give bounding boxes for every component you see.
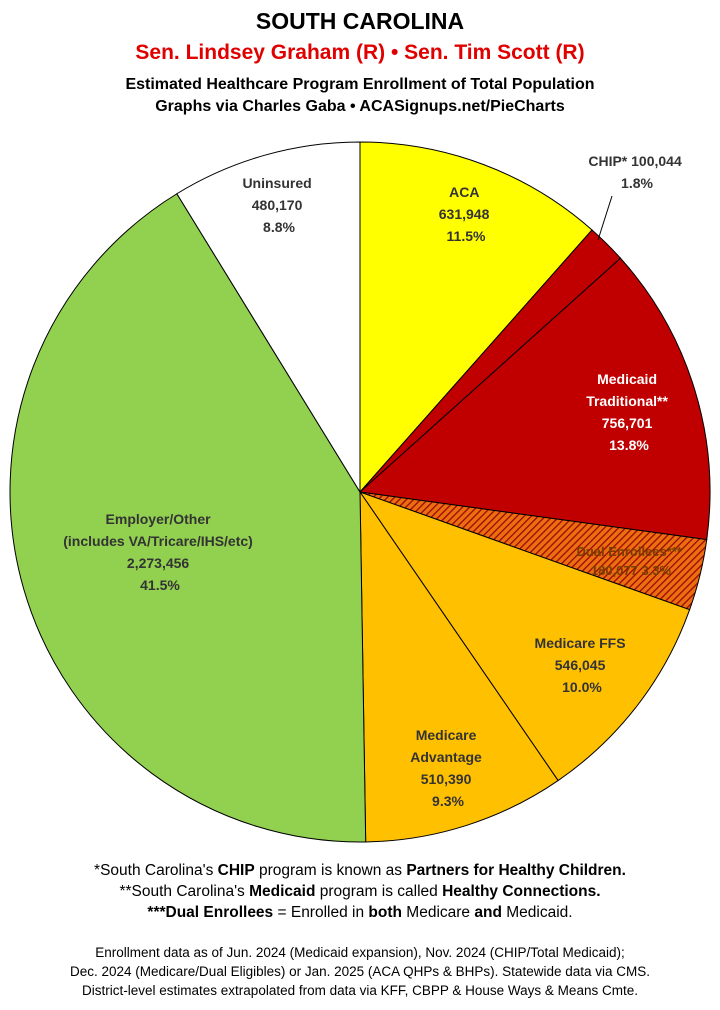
pie-slice-medicare-ffs [358,491,691,782]
pie-slice-uninsured [176,141,361,494]
chart-credit: Graphs via Charles Gaba • ACASignups.net… [155,98,565,115]
source-note: Enrollment data as of Jun. 2024 (Medicai… [70,945,650,998]
label-aca: ACA 631,948 11.5% [439,184,494,244]
label-uninsured: Uninsured 480,170 8.8% [242,175,315,235]
label-medicare-advantage: Medicare Advantage 510,390 9.3% [410,727,485,809]
page-title: SOUTH CAROLINA [255,8,465,34]
label-dual: Dual Enrollees*** 180,077 3.3% [576,544,685,578]
footnote-chip: *South Carolina's CHIP program is known … [94,862,626,879]
pie-slice-medicaid-traditional [358,257,711,541]
pie-chart: ACA 631,948 11.5% CHIP* 100,044 1.8% Med… [9,141,711,843]
chip-leader-line [597,195,613,241]
pie-slice-medicare-advantage [359,490,559,843]
pie-slice-aca [359,141,593,494]
label-medicaid: Medicaid Traditional** 756,701 13.8% [586,371,672,453]
footnote-dual: ***Dual Enrollees = Enrolled in both Med… [147,904,573,921]
footnote-medicaid: **South Carolina's Medicaid program is c… [119,883,601,900]
label-ffs: Medicare FFS 546,045 10.0% [535,635,630,695]
senators-line: Sen. Lindsey Graham (R) • Sen. Tim Scott… [135,41,585,64]
pie-slice-employer-other-includes-va-tricare-ihs-etc [9,193,367,843]
label-employer: Employer/Other (includes VA/Tricare/IHS/… [63,511,256,593]
chart-subtitle: Estimated Healthcare Program Enrollment … [125,76,595,93]
label-chip: CHIP* 100,044 1.8% [588,153,685,191]
